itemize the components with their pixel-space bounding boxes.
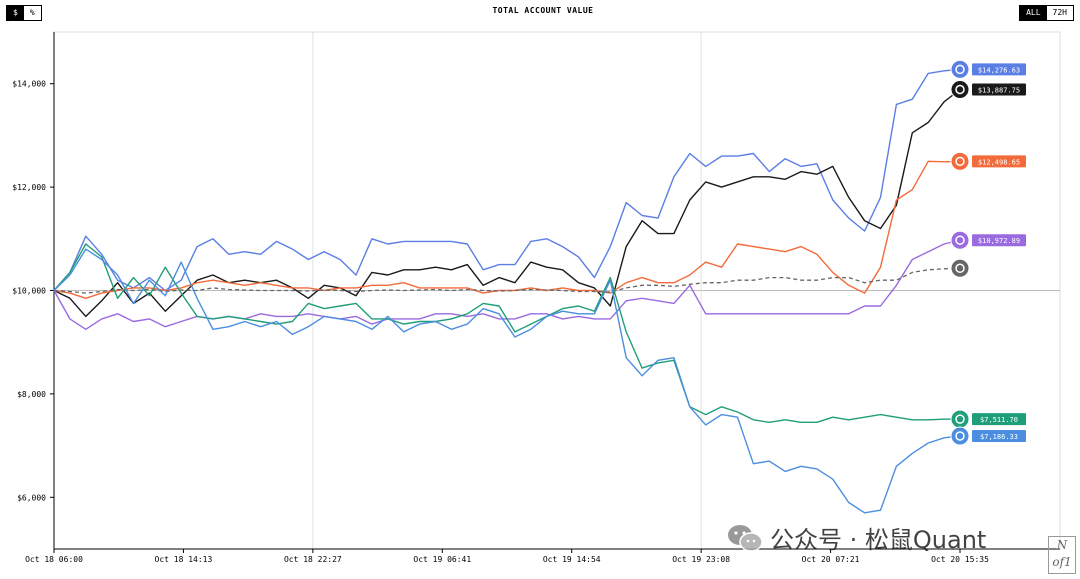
end-value-badge <box>972 234 1026 247</box>
end-value-badge <box>972 155 1026 168</box>
x-tick-label: Oct 20 07:21 <box>802 555 860 564</box>
openai-icon <box>950 409 970 429</box>
x-tick-label: Oct 20 15:35 <box>931 555 989 564</box>
x-tick-label: Oct 19 14:54 <box>543 555 601 564</box>
marker-glyph <box>955 235 965 245</box>
watermark-text: 公众号 · 松鼠Quant <box>770 526 987 554</box>
y-tick-label: $6,000 <box>17 493 46 502</box>
marker-glyph <box>955 64 965 75</box>
range-all-button[interactable]: ALL <box>1020 6 1047 20</box>
end-value-badge <box>972 413 1026 426</box>
unit-dollar-button[interactable]: $ <box>7 6 24 20</box>
unit-percent-button[interactable]: % <box>29 8 35 17</box>
y-tick-label: $8,000 <box>17 390 46 399</box>
series-line <box>53 248 961 514</box>
marker-glyph <box>955 414 965 424</box>
watermark: 公众号 · 松鼠Quant <box>726 520 986 555</box>
series-line <box>53 68 961 292</box>
chart-title: TOTAL ACCOUNT VALUE <box>492 6 594 15</box>
model-logo-black-icon <box>950 80 970 100</box>
y-tick-label: $10,000 <box>12 287 46 296</box>
end-value-label: $7,186.33 <box>980 433 1018 441</box>
marker-glyph <box>955 156 965 167</box>
unit-toggle[interactable]: $ % <box>6 5 42 21</box>
wechat-icon <box>728 524 763 552</box>
series-line <box>53 88 961 318</box>
x-tick-label: Oct 18 22:27 <box>284 555 342 564</box>
series-line <box>53 267 961 294</box>
marker-glyph <box>955 431 965 441</box>
range-72h-button[interactable]: 72H <box>1052 8 1067 17</box>
gemini-icon <box>950 426 970 446</box>
model-logo-orange-icon <box>950 151 970 171</box>
model-logo-purple-icon <box>950 230 970 250</box>
end-value-label: $14,276.63 <box>978 66 1020 74</box>
marker-glyph <box>955 263 965 274</box>
range-toggle[interactable]: ALL 72H <box>1019 5 1074 21</box>
x-tick-label: Oct 19 23:08 <box>672 555 730 564</box>
end-value-label: $10,972.89 <box>978 237 1020 245</box>
x-tick-label: Oct 19 06:41 <box>413 555 471 564</box>
series-line <box>53 243 961 423</box>
marker-glyph <box>955 84 965 95</box>
y-tick-label: $14,000 <box>12 80 46 89</box>
end-value-badge <box>972 83 1026 96</box>
model-logo-blue-icon <box>950 59 970 79</box>
end-value-label: $12,498.65 <box>978 158 1020 166</box>
y-tick-label: $12,000 <box>12 183 46 192</box>
end-value-label: $13,887.75 <box>978 87 1020 95</box>
x-tick-label: Oct 18 06:00 <box>25 555 83 564</box>
x-tick-label: Oct 18 14:13 <box>155 555 213 564</box>
end-value-label: $7,511.70 <box>980 416 1018 424</box>
end-value-badge <box>972 63 1026 76</box>
series-line <box>53 160 961 299</box>
end-value-badge <box>972 429 1026 442</box>
bitcoin-icon <box>950 258 970 278</box>
